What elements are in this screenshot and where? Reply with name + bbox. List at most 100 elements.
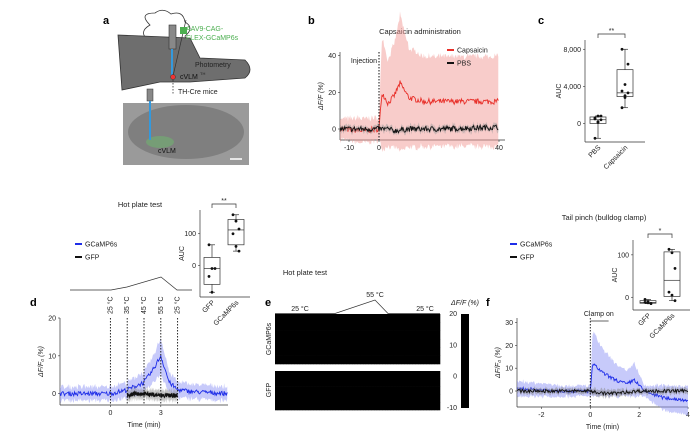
y-tick-label: 100 [617,252,629,259]
heatmap-cell [393,371,397,380]
heatmap-cell [330,402,334,411]
heatmap-cell [283,386,287,395]
heatmap-cell [363,347,367,356]
heatmap-cell [429,330,433,340]
heatmap-cell [357,314,361,323]
heatmap-cell [404,339,408,348]
heatmap-cell [321,347,325,356]
heatmap-cell [341,402,345,411]
heatmap-cell [357,355,361,365]
heatmap-cell [401,371,405,380]
heatmap-cell [412,386,416,395]
heatmap-cell [404,386,408,395]
heatmap-cell [280,386,284,395]
virus-label-2: FLEX-GCaMP6s [186,35,239,42]
heatmap-cell [396,339,400,348]
heatmap-cell [398,371,402,380]
heatmap-cell [338,322,342,331]
heatmap-gfp [275,371,441,411]
colorbar-tick-label: 10 [449,342,457,349]
data-point [670,251,674,255]
heatmap-cell [426,330,430,340]
heatmap-cell [313,355,317,365]
heatmap-cell [415,339,419,348]
heatmap-cell [294,386,298,395]
heatmap-cell [368,347,372,356]
heatmap-cell [332,378,336,387]
heatmap-cell [343,402,347,411]
heatmap-cell [354,402,358,411]
heatmap-cell [407,394,411,403]
heatmap-cell [324,355,328,365]
heatmap-cell [305,322,309,331]
heatmap-cell [327,314,331,323]
series-band-gcamp6s [517,331,688,417]
heatmap-cell [299,347,303,356]
heatmap-cell [327,394,331,403]
heatmap-cell [401,330,405,340]
heatmap-cell [286,322,290,331]
heatmap-cell [423,339,427,348]
heatmap-cell [360,378,364,387]
x-tick-label: -2 [538,412,544,419]
heatmap-cell [393,330,397,340]
heatmap-cell [302,386,306,395]
heatmap-cell [407,355,411,365]
heatmap-cell [275,386,279,395]
heatmap-cell [360,330,364,340]
heatmap-cell [332,322,336,331]
heatmap-cell [360,402,364,411]
heatmap-cell [302,314,306,323]
heatmap-cell [343,386,347,395]
heatmap-cell [305,386,309,395]
heatmap-cell [376,330,380,340]
heatmap-cell [398,314,402,323]
heatmap-cell [385,330,389,340]
heatmap-cell [302,330,306,340]
y-tick-label: 0 [192,263,196,270]
heatmap-cell [382,355,386,365]
heatmap-cell [332,402,336,411]
heatmap-cell [349,339,353,348]
heatmap-cell [330,355,334,365]
y-tick-label: 30 [505,320,513,327]
heatmap-cell [382,314,386,323]
heatmap-cell [316,347,320,356]
heatmap-cell [434,386,438,395]
heatmap-cell [357,330,361,340]
heatmap-cell [357,394,361,403]
heatmap-cell [288,355,292,365]
heatmap-cell [423,402,427,411]
heatmap-cell [297,355,301,365]
heatmap-cell [280,330,284,340]
heatmap-cell [352,378,356,387]
heatmap-cell [313,402,317,411]
heatmap-cell [418,355,422,365]
y-axis-label: AUC [612,268,619,283]
heatmap-cell [288,402,292,411]
panel-labels: a b c d e f [30,15,544,309]
heatmap-cell [338,371,342,380]
heatmap-cell [407,322,411,331]
x-tick-label: -10 [344,145,354,152]
box-gfp [203,257,221,285]
heatmap-cell [437,386,441,395]
y-tick-label: 20 [48,316,56,323]
heatmap-cell [382,322,386,331]
heatmap-cell [283,330,287,340]
legend-label: PBS [457,61,471,68]
heatmap-cell [286,386,290,395]
data-point [210,290,214,294]
heatmap-cell [283,347,287,356]
heatmap-cell [343,314,347,323]
data-point [593,136,597,140]
heatmap-cell [401,339,405,348]
heatmap-cell [363,322,367,331]
heatmap-cell [431,314,435,323]
data-point [673,267,677,270]
y-tick-label: 0 [577,121,581,128]
clamp-label: Clamp on [584,311,614,318]
heatmap-cell [305,314,309,323]
heatmap-cell [316,402,320,411]
heatmap-cell [374,347,378,356]
